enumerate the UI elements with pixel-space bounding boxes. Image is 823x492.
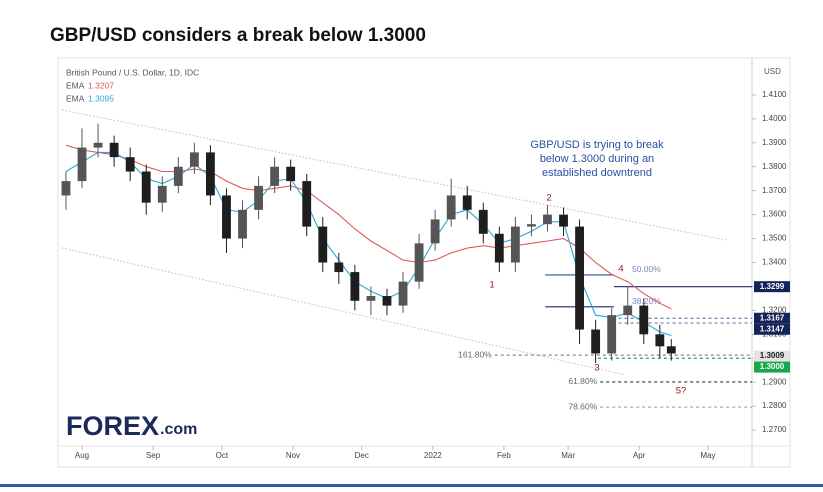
candle-body [302, 181, 312, 227]
candle-body [575, 226, 584, 330]
y-tick-label: 1.3900 [762, 138, 787, 147]
candle-body [141, 171, 151, 203]
price-tag-label: 1.3299 [760, 282, 785, 291]
candle-body [318, 226, 328, 263]
frame [57, 57, 791, 468]
wave-label: 3 [594, 363, 599, 374]
bottom-border [0, 484, 823, 487]
candle-body [414, 243, 424, 282]
candle-body [494, 233, 504, 263]
candle-body [254, 185, 263, 210]
chart-title: GBP/USD considers a break below 1.3000 [50, 25, 426, 46]
candle-body [238, 209, 247, 239]
level-label: 50.00% [632, 264, 661, 274]
candle-body [173, 166, 183, 186]
candle-body [157, 185, 167, 203]
candle-body [109, 142, 119, 158]
price-tag [754, 361, 790, 373]
level-label: 38.20% [632, 296, 661, 306]
price-tag [754, 312, 790, 324]
candle-body [222, 195, 231, 239]
candle-body [366, 296, 376, 301]
x-tick-label: Apr [633, 451, 646, 460]
x-tick-label: Nov [286, 451, 300, 460]
logo-brand: FOREX [66, 411, 159, 441]
wave-label: 2 [546, 193, 551, 204]
candle-body [446, 195, 456, 220]
price-tag [754, 350, 790, 362]
candle-body [623, 305, 633, 316]
x-tick-label: 2022 [424, 451, 442, 460]
candle-body [462, 195, 472, 210]
price-tag-label: 1.3009 [760, 351, 785, 360]
candle-body [77, 147, 87, 182]
candle-body [398, 281, 408, 306]
candle-body [655, 334, 665, 347]
y-tick-label: 1.3600 [762, 210, 787, 219]
price-tag-label: 1.3000 [760, 362, 785, 371]
y-tick-label: 1.2800 [762, 401, 787, 410]
price-tag-label: 1.3167 [760, 313, 785, 322]
y-tick-label: 1.3500 [762, 234, 787, 243]
x-tick-label: Oct [216, 451, 229, 460]
x-tick-label: Sep [146, 451, 161, 460]
channel-line [61, 109, 727, 241]
price-tag [754, 281, 790, 293]
candle-body [206, 152, 215, 196]
candle-body [639, 305, 649, 335]
note-text: established downtrend [542, 167, 652, 179]
wave-label: 1 [489, 280, 494, 291]
y-tick-label: 1.3800 [762, 162, 787, 171]
candle-body [270, 166, 280, 186]
y-axis-label: USD [764, 67, 781, 76]
candle-body [607, 315, 617, 354]
y-tick-label: 1.4100 [762, 90, 787, 99]
y-tick-label: 1.2700 [762, 425, 787, 434]
x-tick-label: Mar [561, 451, 575, 460]
wave-label: 4 [618, 264, 623, 275]
price-tag-label: 1.3147 [760, 324, 785, 333]
level-label: 61.80% [568, 376, 597, 386]
candle-body [61, 181, 71, 196]
x-tick-label: Feb [497, 451, 511, 460]
candle-body [189, 152, 199, 167]
x-tick-label: Aug [75, 451, 89, 460]
level-label: 161.80% [458, 349, 492, 359]
candle-body [93, 142, 103, 148]
subtitle: British Pound / U.S. Dollar, 1D, IDC [66, 67, 199, 77]
legend-value: 1.3207 [88, 80, 114, 90]
wave-label: 5? [676, 386, 687, 397]
candle-body [559, 214, 568, 227]
logo-suffix: .com [160, 421, 197, 438]
y-tick-label: 1.3400 [762, 258, 787, 267]
legend-value: 1.3095 [88, 93, 114, 103]
candle-body [350, 272, 360, 301]
note-text: below 1.3000 during an [540, 153, 654, 165]
legend-label: EMA [66, 80, 85, 90]
x-tick-label: Dec [355, 451, 369, 460]
candle-body [334, 262, 344, 273]
ema-line [65, 144, 672, 310]
y-tick-label: 1.3700 [762, 186, 787, 195]
y-tick-label: 1.4000 [762, 114, 787, 123]
candle-body [478, 209, 488, 234]
level-label: 78.60% [568, 401, 597, 411]
candle-body [510, 226, 520, 263]
candle-body [591, 329, 601, 354]
x-tick-label: May [700, 451, 715, 460]
candle-body [430, 219, 440, 244]
y-tick-label: 1.2900 [762, 377, 787, 386]
y-tick-label: 1.3200 [762, 305, 787, 314]
candle-body [666, 346, 676, 354]
candle-body [543, 214, 552, 225]
candle-body [382, 296, 392, 306]
legend-label: EMA [66, 93, 85, 103]
price-tag [754, 323, 790, 335]
note-text: GBP/USD is trying to break [530, 139, 664, 151]
candle-body [125, 157, 135, 172]
candle-body [527, 224, 536, 227]
candle-body [286, 166, 296, 182]
